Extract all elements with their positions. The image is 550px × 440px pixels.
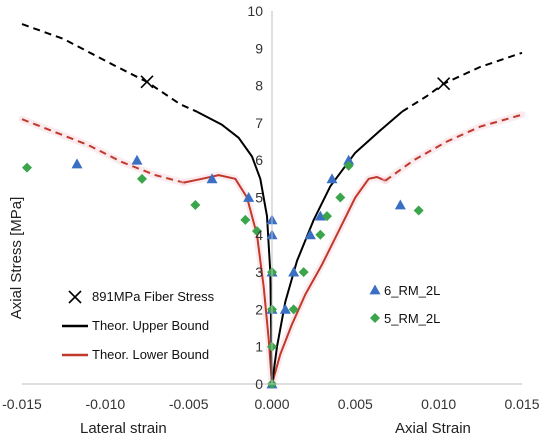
point-5-rm-2l: [343, 160, 354, 171]
legend-diamond: [370, 313, 380, 323]
point-5-rm-2l: [22, 162, 32, 173]
y-tick-label: 4: [255, 227, 263, 243]
legend-triangle: [369, 284, 381, 295]
lower-bound-solid-right-halo: [268, 173, 389, 388]
y-tick-label: 8: [255, 78, 263, 94]
fiber-stress-marker: [140, 75, 154, 89]
legend-item: 5_RM_2L: [370, 311, 440, 326]
fiber-stress-marker: [437, 77, 451, 91]
lower-bound-dashed-right-halo: [381, 111, 526, 185]
legend-label: 6_RM_2L: [384, 283, 440, 298]
y-axis-title: Axial Stress [MPa]: [8, 197, 25, 320]
legend-label: 891MPa Fiber Stress: [92, 289, 215, 304]
legend-item: Theor. Upper Bound: [62, 318, 209, 333]
legend-label: Theor. Upper Bound: [92, 318, 209, 333]
point-5-rm-2l: [413, 205, 424, 216]
x-stroke: [437, 77, 451, 91]
axes-layer: [22, 11, 522, 385]
upper-bound-solid-right: [271, 110, 403, 385]
x-tick-label: -0.010: [85, 396, 125, 412]
point-5-rm-2l: [240, 214, 251, 225]
point-6-rm-2l: [206, 173, 218, 184]
x-tick-label: 0.000: [254, 396, 289, 412]
upper-bound-dashed-right: [401, 51, 523, 113]
upper-bound-dashed-left: [21, 23, 198, 113]
legend-label: Theor. Lower Bound: [92, 347, 209, 362]
legend-left: 891MPa Fiber Stress Theor. Upper Bound The…: [62, 289, 215, 362]
point-6-rm-2l: [288, 266, 300, 277]
point-6-rm-2l: [71, 158, 83, 169]
x-tick-label: -0.015: [2, 396, 42, 412]
point-6-rm-2l: [131, 154, 143, 165]
x-tick-label: -0.005: [169, 396, 209, 412]
point-5-rm-2l: [252, 226, 262, 237]
point-5-rm-2l: [315, 229, 326, 240]
y-tick-label: 6: [255, 152, 263, 168]
x-stroke: [68, 290, 82, 304]
point-5-rm-2l: [190, 199, 201, 210]
y-tick-label: 3: [255, 264, 263, 280]
y-tick-label: 0: [255, 376, 263, 392]
y-tick-label: 2: [255, 301, 263, 317]
point-6-rm-2l: [304, 229, 316, 240]
legend-x-marker: [68, 290, 82, 304]
lower-bound-solid-right: [271, 176, 386, 385]
legend-right: 6_RM_2L 5_RM_2L: [369, 283, 440, 326]
y-tick-label: 10: [247, 3, 263, 19]
point-6-rm-2l: [314, 210, 326, 221]
y-tick-label: 5: [255, 190, 263, 206]
legend-item: Theor. Lower Bound: [62, 347, 209, 362]
y-tick-label: 9: [255, 40, 263, 56]
upper-bound-solid-left: [196, 110, 273, 385]
point-5-rm-2l: [335, 192, 346, 203]
lower-bound-dashed-right: [384, 113, 523, 182]
point-6-rm-2l: [343, 154, 355, 165]
x-stroke: [140, 75, 154, 89]
x-tick-label: 0.005: [338, 396, 373, 412]
legend-item: 891MPa Fiber Stress: [68, 289, 215, 304]
point-6-rm-2l: [279, 303, 291, 314]
x-axis-title-right: Axial Strain: [395, 420, 471, 437]
y-tick-label: 1: [255, 339, 263, 355]
lower-bound-dashed-left: [21, 118, 184, 184]
legend-item: 6_RM_2L: [369, 283, 440, 298]
point-5-rm-2l: [137, 173, 147, 184]
legend-label: 5_RM_2L: [384, 311, 440, 326]
point-6-rm-2l: [243, 192, 255, 202]
tick-labels: 0 1 2 3 4 5 6 7 8 9 10 -0.015 -0.010 -0.005 0.000 0.005…: [2, 3, 540, 412]
x-tick-label: 0.010: [421, 396, 456, 412]
point-5-rm-2l: [298, 267, 309, 278]
point-5-rm-2l: [288, 304, 299, 315]
series-layer: [18, 23, 526, 389]
x-axis-title-left: Lateral strain: [80, 420, 167, 437]
point-5-rm-2l: [322, 211, 332, 222]
y-tick-label: 7: [255, 115, 263, 131]
point-6-rm-2l: [394, 199, 406, 210]
x-tick-label: 0.015: [504, 396, 539, 412]
point-6-rm-2l: [326, 173, 338, 184]
